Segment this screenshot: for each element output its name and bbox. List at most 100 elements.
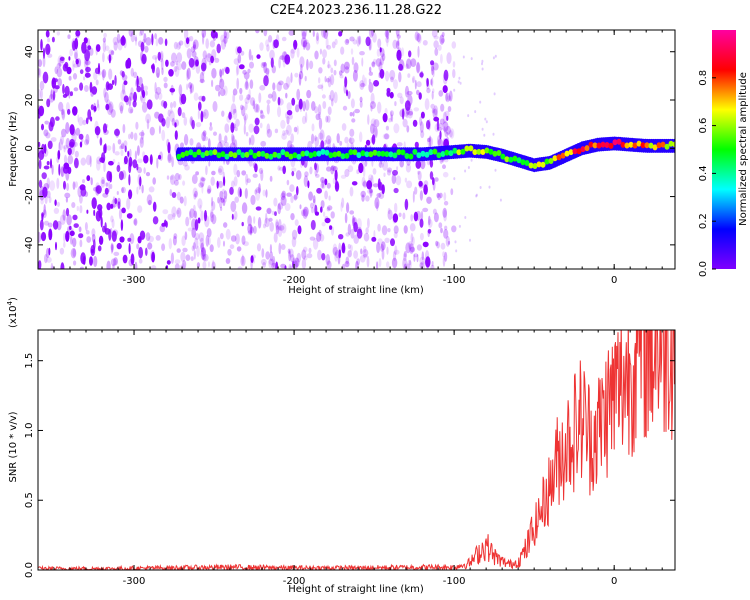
noise-speckle bbox=[74, 48, 78, 60]
ridge-core bbox=[504, 156, 510, 163]
ridge-core bbox=[620, 141, 626, 148]
noise-speckle bbox=[114, 75, 117, 86]
noise-speckle bbox=[290, 133, 295, 144]
noise-speckle bbox=[67, 34, 71, 39]
noise-speckle bbox=[226, 115, 232, 123]
noise-speckle bbox=[368, 71, 373, 76]
noise-speckle bbox=[113, 257, 118, 266]
noise-speckle bbox=[321, 94, 326, 99]
noise-speckle bbox=[97, 245, 102, 252]
noise-speckle bbox=[209, 211, 214, 223]
noise-speckle bbox=[448, 130, 453, 138]
noise-speckle bbox=[139, 95, 144, 101]
noise-speckle bbox=[441, 31, 445, 38]
noise-speckle bbox=[408, 50, 412, 58]
noise-speckle bbox=[136, 186, 139, 195]
noise-speckle bbox=[368, 30, 374, 38]
noise-speckle bbox=[171, 52, 177, 63]
noise-speckle bbox=[351, 118, 356, 123]
noise-speckle bbox=[204, 210, 207, 222]
noise-speckle bbox=[399, 159, 405, 168]
noise-speckle bbox=[150, 265, 157, 269]
noise-speckle bbox=[345, 39, 350, 44]
noise-speckle bbox=[222, 198, 226, 207]
noise-speckle bbox=[402, 118, 408, 128]
noise-speckle bbox=[283, 51, 287, 58]
noise-speckle bbox=[130, 108, 133, 114]
noise-speckle bbox=[306, 58, 309, 71]
noise-speckle bbox=[193, 41, 196, 52]
noise-speckle bbox=[116, 191, 119, 195]
noise-speckle bbox=[215, 32, 218, 39]
noise-speckle bbox=[356, 169, 360, 175]
noise-speckle bbox=[427, 228, 432, 234]
noise-speckle bbox=[232, 93, 236, 103]
noise-speckle bbox=[379, 56, 384, 66]
noise-speckle bbox=[67, 147, 72, 156]
noise-speckle bbox=[48, 247, 51, 256]
noise-speckle bbox=[320, 176, 325, 184]
noise-speckle bbox=[72, 106, 78, 116]
y-tick-label: -40 bbox=[24, 237, 35, 253]
noise-speckle bbox=[280, 195, 287, 206]
noise-speckle bbox=[98, 235, 104, 245]
ridge-core bbox=[528, 162, 534, 169]
noise-speckle bbox=[347, 243, 351, 250]
noise-speckle bbox=[137, 236, 142, 244]
ridge-core bbox=[640, 142, 646, 149]
noise-speckle bbox=[211, 214, 217, 225]
noise-speckle bbox=[244, 115, 247, 125]
noise-speckle bbox=[246, 178, 251, 184]
noise-speckle bbox=[46, 177, 50, 189]
noise-speckle bbox=[469, 238, 471, 242]
noise-speckle bbox=[303, 175, 309, 188]
noise-speckle bbox=[298, 73, 302, 86]
noise-speckle bbox=[195, 171, 200, 176]
noise-speckle bbox=[223, 30, 227, 39]
noise-speckle bbox=[48, 196, 52, 204]
noise-speckle bbox=[40, 39, 43, 51]
noise-speckle bbox=[247, 223, 253, 234]
noise-speckle bbox=[462, 55, 465, 59]
noise-speckle bbox=[410, 58, 417, 67]
noise-speckle bbox=[246, 94, 251, 101]
noise-speckle bbox=[178, 41, 182, 50]
ridge-core bbox=[300, 150, 306, 157]
noise-speckle bbox=[63, 154, 68, 165]
noise-speckle bbox=[168, 238, 172, 250]
noise-speckle bbox=[201, 30, 207, 38]
noise-speckle bbox=[148, 235, 155, 243]
noise-speckle bbox=[403, 251, 407, 258]
noise-speckle bbox=[200, 62, 207, 72]
noise-speckle bbox=[169, 88, 176, 93]
noise-speckle bbox=[185, 216, 190, 227]
noise-speckle bbox=[211, 196, 214, 207]
noise-speckle bbox=[287, 248, 291, 254]
snr-multiplier-close: ) bbox=[8, 297, 19, 301]
noise-speckle bbox=[470, 57, 473, 61]
noise-speckle bbox=[381, 53, 386, 61]
noise-speckle bbox=[255, 206, 262, 211]
noise-speckle bbox=[362, 165, 366, 178]
ridge-core bbox=[568, 149, 574, 156]
colorbar-tick-label: 0.2 bbox=[698, 213, 709, 229]
snr-background bbox=[38, 330, 675, 570]
noise-speckle bbox=[197, 108, 200, 120]
noise-speckle bbox=[340, 63, 345, 74]
ridge-core bbox=[396, 149, 402, 156]
noise-speckle bbox=[141, 53, 147, 65]
noise-speckle bbox=[193, 204, 196, 212]
noise-speckle bbox=[301, 30, 308, 37]
noise-speckle bbox=[227, 248, 232, 256]
ridge-core bbox=[260, 150, 266, 157]
ridge-core bbox=[584, 145, 590, 152]
ridge-core bbox=[596, 142, 602, 149]
noise-speckle bbox=[252, 173, 258, 178]
noise-speckle bbox=[170, 61, 175, 67]
noise-speckle bbox=[373, 80, 380, 87]
noise-speckle bbox=[442, 171, 449, 178]
noise-speckle bbox=[38, 141, 41, 148]
noise-speckle bbox=[163, 76, 168, 83]
noise-speckle bbox=[50, 262, 54, 269]
